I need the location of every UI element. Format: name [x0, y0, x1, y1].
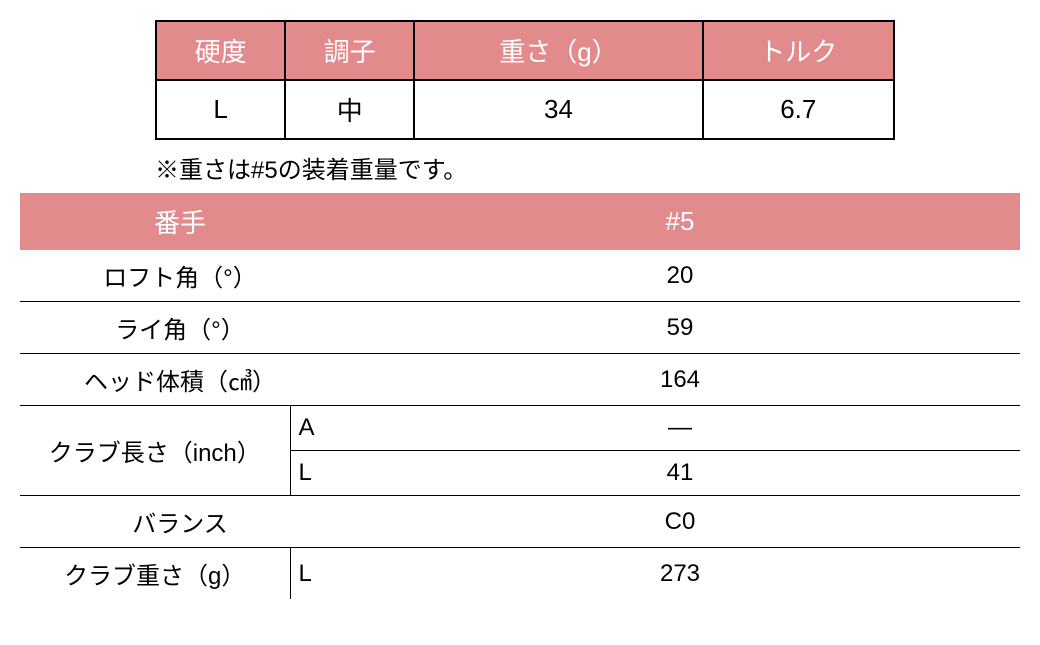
- table-row: クラブ重さ（g） L 273: [20, 548, 1020, 600]
- val-balance: C0: [340, 496, 1020, 548]
- val-hardness: L: [156, 80, 285, 139]
- col-hardness: 硬度: [156, 21, 285, 80]
- table-row: ライ角（°） 59: [20, 302, 1020, 354]
- club-spec-table: 番手 #5 ロフト角（°） 20 ライ角（°） 59 ヘッド体積（㎤） 164 …: [20, 193, 1020, 599]
- table-row: ヘッド体積（㎤） 164: [20, 354, 1020, 406]
- label-club-weight: クラブ重さ（g）: [20, 548, 290, 600]
- col-number5: #5: [340, 193, 1020, 250]
- table-row: クラブ長さ（inch） A —: [20, 406, 1020, 451]
- col-weight: 重さ（g）: [414, 21, 702, 80]
- col-torque: トルク: [703, 21, 894, 80]
- sub-club-weight-l: L: [290, 548, 340, 600]
- val-weight: 34: [414, 80, 702, 139]
- val-loft: 20: [340, 250, 1020, 302]
- label-balance: バランス: [20, 496, 340, 548]
- table-header-row: 番手 #5: [20, 193, 1020, 250]
- sub-club-length-l: L: [290, 451, 340, 496]
- val-torque: 6.7: [703, 80, 894, 139]
- label-loft: ロフト角（°）: [20, 250, 340, 302]
- label-lie: ライ角（°）: [20, 302, 340, 354]
- sub-club-length-a: A: [290, 406, 340, 451]
- val-head-volume: 164: [340, 354, 1020, 406]
- table-header-row: 硬度 調子 重さ（g） トルク: [156, 21, 894, 80]
- label-head-volume: ヘッド体積（㎤）: [20, 354, 340, 406]
- weight-note: ※重さは#5の装着重量です。: [155, 150, 1020, 185]
- val-club-weight: 273: [340, 548, 1020, 600]
- table-row: L 中 34 6.7: [156, 80, 894, 139]
- table-row: バランス C0: [20, 496, 1020, 548]
- val-flex: 中: [285, 80, 414, 139]
- val-club-length-l: 41: [340, 451, 1020, 496]
- shaft-spec-table: 硬度 調子 重さ（g） トルク L 中 34 6.7: [155, 20, 895, 140]
- table-row: ロフト角（°） 20: [20, 250, 1020, 302]
- label-club-length: クラブ長さ（inch）: [20, 406, 290, 496]
- col-flex: 調子: [285, 21, 414, 80]
- col-bante: 番手: [20, 193, 340, 250]
- val-club-length-a: —: [340, 406, 1020, 451]
- val-lie: 59: [340, 302, 1020, 354]
